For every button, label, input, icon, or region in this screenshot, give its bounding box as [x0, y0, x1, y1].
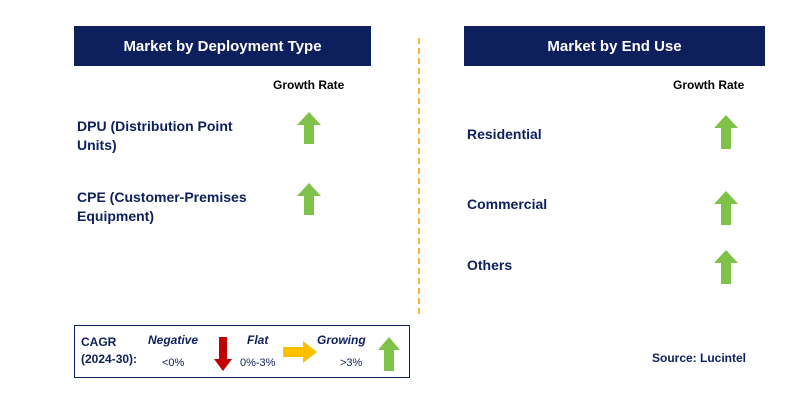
panel-divider	[418, 38, 420, 314]
end-use-item-commercial-label: Commercial	[467, 196, 548, 212]
deployment-type-title: Market by Deployment Type	[123, 37, 322, 55]
deployment-item-cpe-label: CPE (Customer-Premises Equipment)	[77, 189, 247, 224]
green-up-arrow-icon	[297, 183, 321, 215]
green-up-arrow-icon	[714, 250, 738, 284]
deployment-item-dpu-label: DPU (Distribution Point Units)	[77, 118, 233, 153]
source-label: Source: Lucintel	[652, 351, 747, 365]
legend-growing-range: >3%	[340, 357, 363, 369]
end-use-item-residential-label: Residential	[467, 126, 542, 142]
red-down-arrow-icon	[214, 337, 232, 371]
end-use-title: Market by End Use	[547, 37, 682, 55]
legend-negative-range: <0%	[162, 357, 185, 369]
cagr-label: CAGR (2024-30):	[81, 335, 138, 366]
deployment-type-header: Market by Deployment Type	[74, 26, 371, 66]
legend-growing-label: Growing	[317, 333, 366, 347]
yellow-right-arrow-icon	[283, 341, 317, 363]
green-up-arrow-icon	[714, 115, 738, 149]
left-growth-rate-label: Growth Rate	[273, 78, 345, 92]
green-up-arrow-icon	[378, 337, 400, 371]
green-up-arrow-icon	[297, 112, 321, 144]
legend-negative-label: Negative	[148, 333, 199, 347]
legend-flat-range: 0%-3%	[240, 357, 276, 369]
green-up-arrow-icon	[714, 191, 738, 225]
end-use-item-others-label: Others	[467, 257, 513, 273]
legend-flat-label: Flat	[247, 333, 269, 347]
end-use-header: Market by End Use	[464, 26, 765, 66]
right-growth-rate-label: Growth Rate	[673, 78, 745, 92]
cagr-legend: CAGR (2024-30): Negative <0% Flat 0%-3% …	[74, 325, 410, 378]
